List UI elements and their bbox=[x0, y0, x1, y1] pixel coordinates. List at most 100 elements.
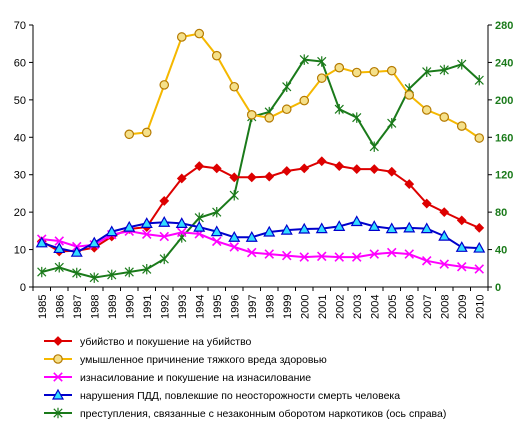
data-point bbox=[229, 242, 240, 252]
y-right-tick-label: 280 bbox=[495, 20, 513, 32]
data-point bbox=[368, 220, 381, 231]
data-point bbox=[263, 225, 276, 237]
x-tick-label: 1996 bbox=[229, 295, 241, 319]
data-point bbox=[351, 164, 362, 175]
data-point bbox=[404, 90, 415, 100]
x-tick-label: 2006 bbox=[404, 295, 416, 319]
legend: убийство и покушение на убийство умышленн… bbox=[44, 336, 446, 420]
data-point bbox=[280, 223, 293, 235]
data-point bbox=[439, 207, 450, 218]
data-point bbox=[158, 216, 171, 227]
data-point bbox=[211, 236, 222, 247]
data-point bbox=[124, 266, 134, 278]
data-point bbox=[387, 118, 397, 129]
y-left-tick-label: 20 bbox=[14, 207, 26, 219]
y-left-tick-label: 0 bbox=[20, 282, 26, 294]
y-left-tick-label: 50 bbox=[14, 95, 26, 107]
data-point bbox=[105, 225, 118, 237]
data-point bbox=[70, 245, 83, 257]
data-point bbox=[386, 247, 397, 258]
legend-item: умышленное причинение тяжкого вреда здор… bbox=[44, 354, 327, 366]
data-point bbox=[210, 225, 223, 237]
data-point bbox=[334, 161, 345, 172]
x-tick-label: 1999 bbox=[282, 295, 294, 319]
legend-item: преступления, связанные с незаконным обо… bbox=[44, 407, 446, 420]
y-left-tick-label: 40 bbox=[14, 132, 26, 144]
x-tick-label: 1994 bbox=[194, 295, 206, 319]
data-point bbox=[474, 222, 485, 233]
data-point bbox=[334, 62, 345, 73]
x-tick-label: 1988 bbox=[89, 295, 101, 319]
series-line bbox=[129, 32, 480, 139]
data-point bbox=[229, 172, 240, 183]
data-point bbox=[72, 267, 82, 279]
y-right-tick-label: 120 bbox=[495, 170, 513, 182]
data-point bbox=[298, 222, 311, 234]
data-point bbox=[352, 112, 362, 123]
data-point bbox=[299, 163, 310, 174]
data-point bbox=[176, 173, 187, 184]
series-1 bbox=[124, 28, 485, 143]
data-point bbox=[140, 217, 153, 228]
data-point bbox=[211, 163, 222, 174]
data-point bbox=[456, 121, 467, 131]
y-left-tick-label: 70 bbox=[14, 20, 26, 32]
data-point bbox=[473, 241, 486, 253]
legend-label: изнасилование и покушение на изнасилован… bbox=[80, 372, 311, 384]
legend-label: убийство и покушение на убийство bbox=[80, 336, 252, 348]
data-point bbox=[299, 95, 310, 106]
data-point bbox=[281, 166, 292, 176]
data-point bbox=[141, 229, 152, 239]
data-point bbox=[422, 66, 432, 77]
x-tick-label: 2000 bbox=[299, 295, 311, 319]
data-point bbox=[474, 264, 485, 274]
x-tick-label: 1993 bbox=[177, 295, 189, 319]
data-point bbox=[281, 250, 292, 261]
data-point bbox=[299, 54, 309, 65]
data-point bbox=[299, 252, 310, 262]
data-point bbox=[159, 196, 170, 206]
x-tick-label: 1990 bbox=[124, 295, 136, 319]
x-tick-label: 1986 bbox=[54, 295, 66, 319]
data-point bbox=[54, 236, 65, 246]
x-tick-label: 1985 bbox=[37, 295, 49, 319]
legend-label: преступления, связанные с незаконным обо… bbox=[80, 408, 446, 420]
data-point bbox=[88, 236, 101, 248]
data-point bbox=[264, 249, 275, 259]
x-tick-label: 2005 bbox=[387, 295, 399, 319]
x-tick-label: 2007 bbox=[422, 295, 434, 319]
x-tick-label: 2010 bbox=[474, 295, 486, 319]
data-point bbox=[176, 32, 187, 42]
data-point bbox=[421, 256, 432, 266]
data-point bbox=[176, 227, 187, 238]
data-point bbox=[421, 105, 432, 115]
data-point bbox=[194, 161, 205, 172]
data-point bbox=[333, 220, 346, 231]
data-point bbox=[246, 172, 257, 183]
legend-swatch-marker bbox=[51, 388, 65, 400]
data-point bbox=[228, 230, 241, 242]
data-point bbox=[420, 222, 433, 234]
legend-item: нарушения ПДД, повлекшие по неосторожнос… bbox=[44, 388, 400, 402]
data-point bbox=[369, 141, 379, 152]
y-right-tick-label: 80 bbox=[495, 207, 507, 219]
data-point bbox=[404, 179, 415, 189]
y-right-tick-label: 160 bbox=[495, 132, 513, 144]
legend-swatch-marker bbox=[53, 407, 63, 419]
series-4 bbox=[37, 54, 484, 283]
data-point bbox=[159, 80, 170, 90]
data-point bbox=[350, 215, 363, 227]
data-point bbox=[141, 127, 152, 138]
x-tick-label: 2002 bbox=[334, 295, 346, 319]
series-3 bbox=[35, 215, 486, 257]
data-point bbox=[385, 222, 398, 234]
data-point bbox=[439, 112, 450, 122]
data-point bbox=[281, 104, 292, 115]
data-point bbox=[54, 262, 64, 273]
legend-swatch-marker bbox=[53, 336, 63, 346]
data-point bbox=[229, 81, 240, 92]
data-point bbox=[246, 247, 257, 258]
data-point bbox=[107, 269, 117, 281]
data-point bbox=[35, 236, 48, 248]
data-point bbox=[456, 262, 467, 272]
